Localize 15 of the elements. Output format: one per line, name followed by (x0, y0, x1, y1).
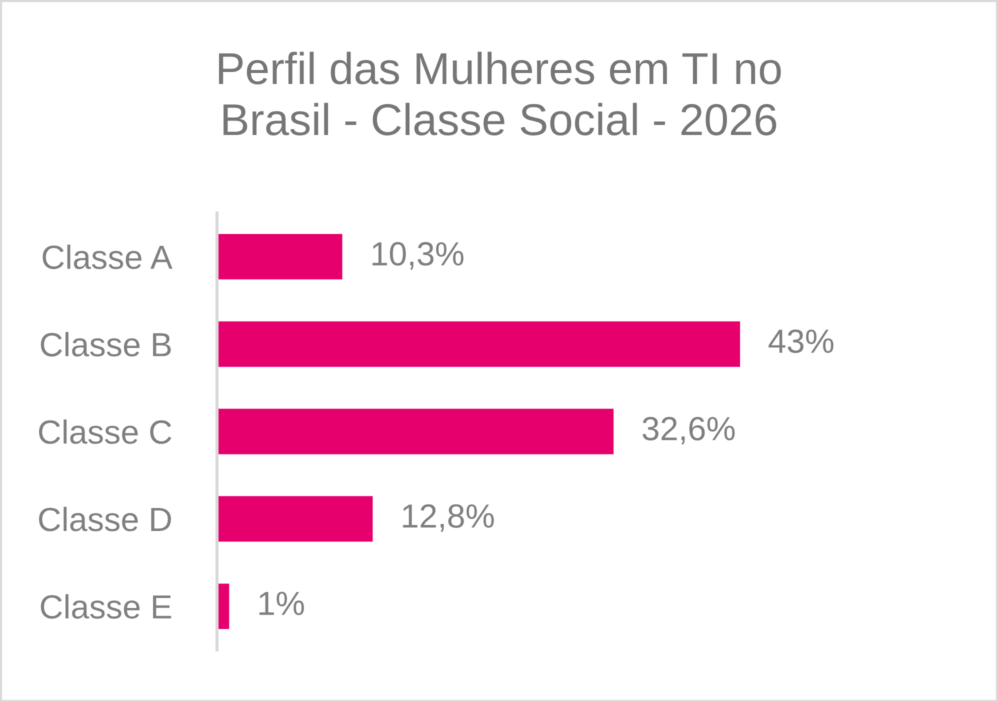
data-label: 43% (768, 329, 834, 354)
y-tick-label: Classe B (40, 332, 171, 357)
data-label: 1% (259, 592, 304, 616)
data-label: 12,8% (403, 504, 494, 532)
bar (217, 496, 373, 542)
data-label: 10,3% (372, 242, 464, 270)
chart-title: Perfil das Mulheres em TI no Brasil - Classe Social - 2026 (218, 52, 781, 136)
y-tick-label: Classe C (39, 419, 172, 444)
bar (217, 408, 614, 454)
bar (217, 321, 740, 367)
y-tick-label: Classe D (39, 506, 171, 532)
bar (217, 234, 342, 280)
data-label: 32,6% (642, 416, 735, 444)
y-tick-label: Classe E (40, 594, 172, 619)
y-tick-label: Classe A (42, 244, 172, 270)
